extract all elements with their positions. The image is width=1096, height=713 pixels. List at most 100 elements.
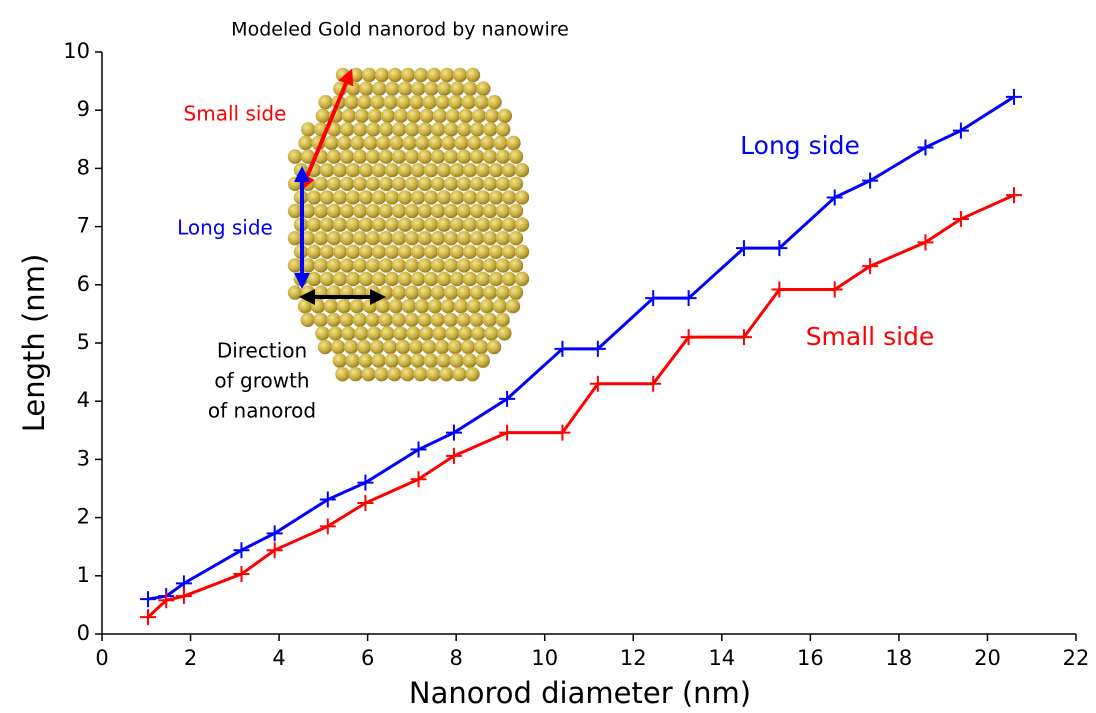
gold-atom: [340, 258, 354, 272]
gold-atom: [424, 81, 438, 95]
x-tick-label: 2: [184, 646, 197, 670]
gold-atom: [482, 313, 496, 327]
gold-atom: [372, 353, 386, 367]
gold-atom: [374, 367, 388, 381]
gold-atom: [344, 340, 358, 354]
gold-atom: [406, 326, 420, 340]
gold-atom: [298, 299, 312, 313]
gold-atom: [418, 285, 432, 299]
gold-atom: [366, 122, 380, 136]
gold-atom: [431, 258, 445, 272]
gold-atom: [418, 231, 432, 245]
gold-atom: [476, 190, 490, 204]
gold-atom: [314, 258, 328, 272]
gold-atom: [444, 258, 458, 272]
gold-atom: [474, 95, 488, 109]
gold-atom: [320, 190, 334, 204]
gold-atom: [383, 95, 397, 109]
gold-atom: [437, 353, 451, 367]
gold-atom: [483, 231, 497, 245]
gold-atom: [379, 177, 393, 191]
gold-atom: [313, 313, 327, 327]
gold-atom: [424, 217, 438, 231]
gold-atom: [457, 177, 471, 191]
gold-atom: [515, 245, 529, 259]
gold-atom: [359, 353, 373, 367]
gold-atom: [457, 204, 471, 218]
gold-atom: [348, 367, 362, 381]
gold-atom: [379, 149, 393, 163]
gold-atom: [385, 217, 399, 231]
gold-atom: [444, 177, 458, 191]
gold-atom: [368, 109, 382, 123]
gold-atom: [353, 258, 367, 272]
gold-atom: [472, 109, 486, 123]
gold-atom: [428, 136, 442, 150]
gold-atom: [340, 231, 354, 245]
gold-atom: [398, 353, 412, 367]
gold-atom: [301, 122, 315, 136]
gold-atom: [471, 326, 485, 340]
gold-atom: [428, 299, 442, 313]
legend-label: Long side: [740, 131, 860, 160]
gold-atom: [359, 81, 373, 95]
gold-atom: [420, 109, 434, 123]
gold-atom: [409, 340, 423, 354]
legend-label: Small side: [806, 322, 935, 351]
gold-atom: [405, 149, 419, 163]
gold-atom: [411, 217, 425, 231]
gold-atom: [431, 122, 445, 136]
gold-atom: [320, 245, 334, 259]
x-tick-label: 10: [531, 646, 558, 670]
gold-atom: [318, 340, 332, 354]
gold-atom: [327, 231, 341, 245]
gold-atom: [370, 340, 384, 354]
gold-atom: [418, 149, 432, 163]
x-tick-label: 16: [797, 646, 824, 670]
gold-atom: [450, 272, 464, 286]
gold-atom: [470, 177, 484, 191]
gold-atom: [357, 340, 371, 354]
gold-atom: [470, 122, 484, 136]
gold-atom: [405, 204, 419, 218]
gold-atom: [324, 136, 338, 150]
gold-atom: [320, 217, 334, 231]
gold-atom: [314, 231, 328, 245]
gold-atom: [515, 163, 529, 177]
gold-atom: [515, 272, 529, 286]
gold-atom: [385, 81, 399, 95]
gold-atom: [379, 231, 393, 245]
gold-atom: [379, 258, 393, 272]
gold-atom: [443, 313, 457, 327]
gold-atom: [509, 204, 523, 218]
gold-atom: [435, 95, 449, 109]
gold-atom: [431, 204, 445, 218]
gold-atom: [437, 163, 451, 177]
gold-atom: [396, 95, 410, 109]
gold-atom: [394, 109, 408, 123]
gold-atom: [458, 326, 472, 340]
gold-atom: [405, 285, 419, 299]
y-tick-label: 10: [63, 39, 90, 63]
gold-atom: [444, 149, 458, 163]
gold-atom: [493, 136, 507, 150]
gold-atom: [476, 81, 490, 95]
gold-atom: [359, 163, 373, 177]
gold-atom: [459, 109, 473, 123]
point-marker: [411, 442, 427, 458]
point-marker: [267, 525, 283, 541]
gold-atom: [307, 272, 321, 286]
nanorod-illustration: [288, 68, 529, 382]
gold-atom: [353, 231, 367, 245]
gold-atom: [489, 272, 503, 286]
gold-atom: [370, 95, 384, 109]
gold-atom: [509, 258, 523, 272]
gold-atom: [448, 340, 462, 354]
gold-atom: [372, 163, 386, 177]
gold-atom: [366, 258, 380, 272]
gold-atom: [463, 217, 477, 231]
x-tick-label: 18: [886, 646, 913, 670]
y-tick-label: 2: [77, 505, 90, 529]
gold-atom: [418, 177, 432, 191]
gold-atom: [454, 299, 468, 313]
